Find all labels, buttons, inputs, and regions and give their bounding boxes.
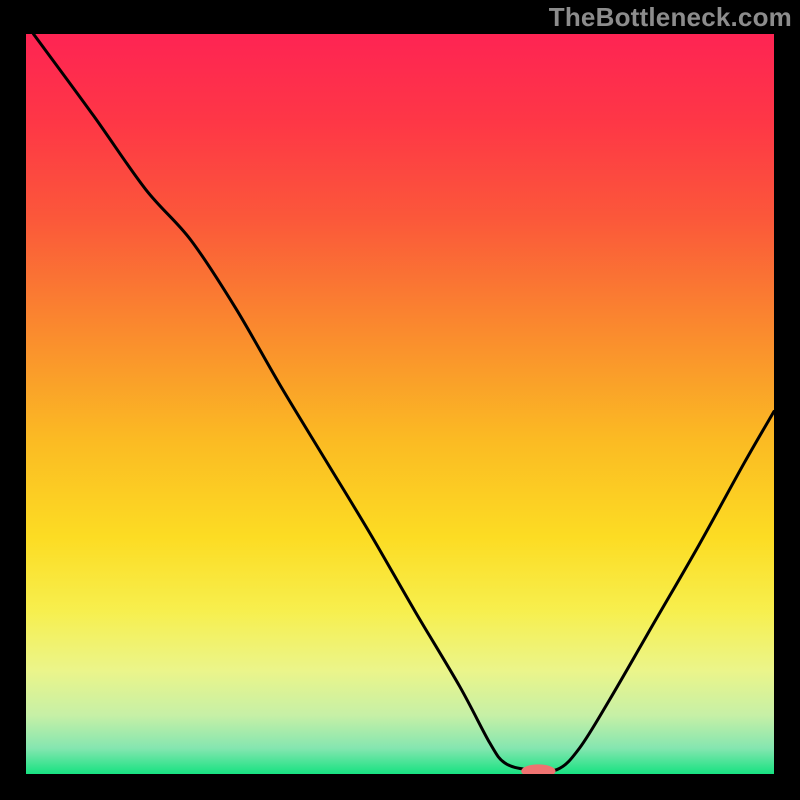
chart-plot-area (26, 34, 774, 774)
bottleneck-curve-chart (26, 34, 774, 774)
watermark-text: TheBottleneck.com (549, 2, 792, 33)
page-root: TheBottleneck.com (0, 0, 800, 800)
chart-gradient-background (26, 34, 774, 774)
